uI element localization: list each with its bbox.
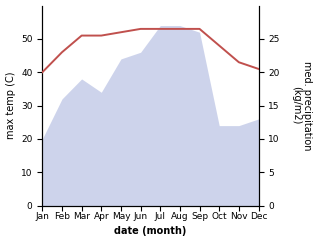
X-axis label: date (month): date (month) (114, 227, 187, 236)
Y-axis label: med. precipitation
(kg/m2): med. precipitation (kg/m2) (291, 61, 313, 150)
Y-axis label: max temp (C): max temp (C) (5, 72, 16, 139)
